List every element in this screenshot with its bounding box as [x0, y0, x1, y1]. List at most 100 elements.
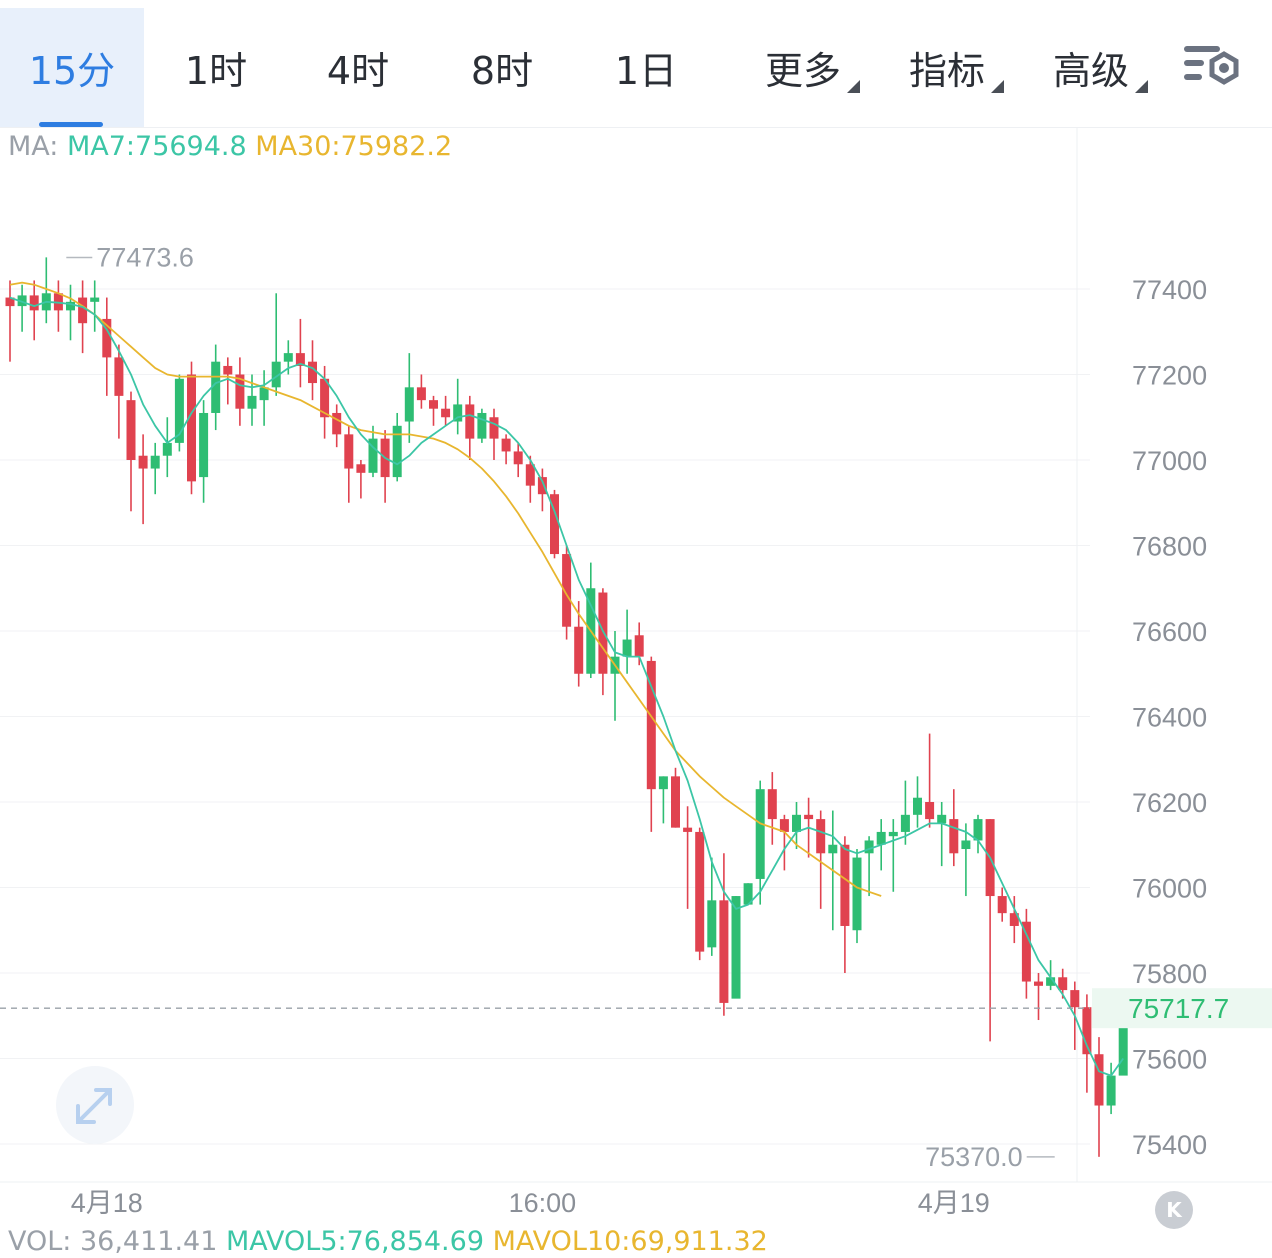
candle-down: [1070, 990, 1080, 1008]
tab-more-dropdown[interactable]: 更多: [748, 8, 860, 127]
ma30-value: MA30:75982.2: [255, 131, 453, 162]
candle-up: [90, 297, 100, 302]
candle-up: [17, 295, 27, 307]
y-tick-label: 75800: [1132, 959, 1207, 989]
candle-down: [344, 434, 354, 469]
chart-settings-icon[interactable]: [1178, 40, 1244, 100]
tab-8h[interactable]: 8时: [456, 8, 548, 127]
candle-down: [816, 819, 826, 854]
high-price-label: 77473.6: [96, 243, 194, 273]
candle-up: [453, 404, 463, 422]
ma7-value: MA7:75694.8: [66, 131, 247, 162]
current-price-label: 75717.7: [1128, 993, 1229, 1024]
candle-down: [332, 412, 342, 435]
candle-up: [259, 387, 269, 401]
expand-arrows-icon[interactable]: [56, 1066, 134, 1144]
candle-down: [574, 626, 584, 674]
tab-label: 15分: [28, 49, 116, 93]
candle-up: [961, 840, 971, 850]
candle-up: [828, 844, 838, 854]
candle-up: [404, 387, 414, 422]
candle-down: [138, 455, 148, 469]
volume-legend: VOL: 36,411.41 MAVOL5:76,854.69 MAVOL10:…: [8, 1226, 768, 1257]
candle-down: [1034, 981, 1043, 986]
tab-advanced-dropdown[interactable]: 高级: [1036, 8, 1148, 127]
x-tick-label: 4月18: [71, 1188, 143, 1218]
candle-up: [283, 353, 293, 362]
candle-down: [634, 635, 644, 657]
candle-down: [114, 357, 124, 396]
y-tick-label: 77000: [1132, 446, 1207, 476]
candle-down: [441, 408, 451, 418]
candle-down: [356, 464, 366, 473]
candle-down: [562, 554, 572, 627]
candle-down: [5, 297, 15, 307]
y-tick-label: 76200: [1132, 788, 1207, 818]
candle-down: [525, 464, 535, 486]
candle-down: [949, 819, 959, 854]
candle-down: [465, 404, 475, 439]
candle-down: [804, 814, 814, 820]
current-price-badge: [1092, 988, 1272, 1029]
x-tick-label: 16:00: [509, 1188, 577, 1218]
candle-up: [900, 814, 910, 832]
candle-down: [925, 802, 935, 820]
candle-down: [416, 387, 426, 401]
tab-label: 8时: [470, 49, 534, 93]
candle-up: [755, 789, 765, 879]
candle-up: [1046, 977, 1056, 986]
y-tick-label: 76000: [1132, 874, 1207, 904]
candle-up: [973, 819, 983, 841]
candle-down: [695, 831, 705, 952]
ma7-line: [9, 296, 1124, 1077]
y-tick-label: 76600: [1132, 617, 1207, 647]
tab-4h[interactable]: 4时: [312, 8, 404, 127]
candlestick-chart[interactable]: 77400 77200 77000 76800 76600 76400 76200 76000…: [0, 127, 1272, 1223]
candle-up: [1118, 1008, 1128, 1076]
y-tick-label: 75600: [1132, 1045, 1207, 1075]
ma-legend: MA: MA7:75694.8 MA30:75982.2: [8, 131, 452, 162]
tab-label: 1日: [614, 49, 678, 93]
tab-indicators-dropdown[interactable]: 指标: [892, 8, 1004, 127]
candle-up: [864, 840, 874, 854]
candle-down: [126, 400, 136, 460]
candle-down: [598, 592, 608, 674]
candle-down: [671, 776, 680, 828]
candle-up: [66, 301, 75, 311]
kline-button-label: K: [1166, 1198, 1182, 1222]
candle-down: [320, 378, 330, 418]
y-tick-label: 77400: [1132, 275, 1207, 305]
candle-up: [876, 831, 886, 845]
candle-down: [1058, 977, 1068, 991]
y-tick-label: 77200: [1132, 361, 1207, 391]
candle-down: [489, 417, 499, 439]
candle-down: [29, 295, 39, 311]
tab-label: 更多: [764, 49, 841, 93]
candle-down: [1094, 1054, 1104, 1106]
candle-down: [779, 819, 789, 832]
x-tick-label: 4月19: [918, 1188, 990, 1218]
candle-up: [707, 900, 717, 948]
tab-1d[interactable]: 1日: [600, 8, 692, 127]
candle-down: [550, 494, 559, 555]
candle-down: [295, 353, 305, 366]
candle-up: [1106, 1075, 1116, 1106]
candle-down: [429, 400, 438, 409]
kline-toggle-button[interactable]: K: [1155, 1191, 1193, 1229]
candle-up: [888, 831, 898, 837]
tab-label: 高级: [1052, 49, 1129, 93]
candle-down: [223, 365, 233, 375]
dropdown-triangle-icon: [847, 80, 860, 93]
candle-up: [658, 776, 668, 790]
candle-down: [501, 438, 511, 452]
mavol10-value: MAVOL10:69,911.32: [492, 1226, 768, 1257]
dropdown-triangle-icon: [1135, 80, 1148, 93]
candle-down: [646, 660, 656, 790]
candle-down: [187, 374, 196, 482]
candle-down: [235, 374, 245, 409]
tab-1h[interactable]: 1时: [170, 8, 262, 127]
candle-down: [683, 827, 693, 832]
candle-down: [537, 477, 547, 495]
candle-down: [840, 844, 850, 926]
tab-15m[interactable]: 15分: [0, 8, 144, 127]
